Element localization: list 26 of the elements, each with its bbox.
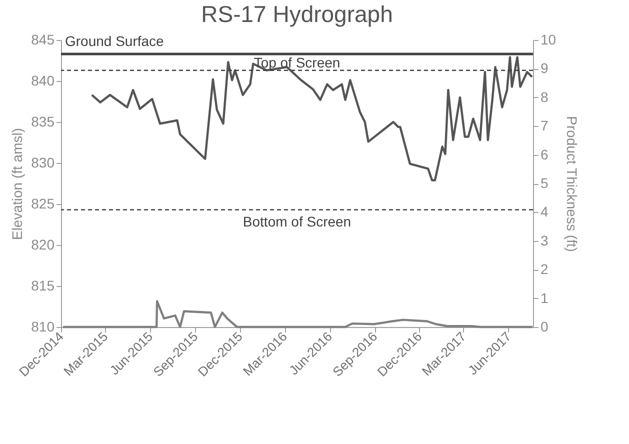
chart-title: RS-17 Hydrograph: [201, 1, 393, 27]
ref-line-label: Ground Surface: [65, 32, 164, 49]
y-tick-label: 820: [31, 236, 55, 252]
y-tick-label: 815: [31, 278, 55, 294]
y2-tick-label: 5: [540, 175, 548, 191]
y2-axis-title: Product Thickness (ft): [564, 116, 580, 252]
y2-tick-label: 3: [540, 232, 548, 248]
y2-tick-label: 2: [540, 261, 548, 278]
y2-tick-label: 6: [540, 146, 548, 162]
y-tick-label: 845: [31, 32, 55, 48]
y-tick-label: 810: [31, 318, 55, 334]
y-tick-label: 830: [31, 154, 55, 170]
y2-tick-label: 1: [540, 290, 548, 306]
y2-tick-label: 0: [540, 318, 548, 334]
y-axis-title: Elevation (ft amsl): [9, 128, 26, 240]
ref-line-label: Bottom of Screen: [242, 214, 352, 230]
y2-tick-label: 10: [540, 32, 556, 48]
y2-tick-label: 4: [540, 204, 548, 220]
line-series: [90, 56, 534, 182]
ref-line-label: Top of Screen: [254, 54, 340, 70]
y-tick-label: 835: [31, 114, 55, 130]
y-tick-label: 825: [31, 196, 55, 212]
y2-tick-label: 9: [540, 60, 548, 76]
y-tick-label: 840: [31, 72, 55, 88]
y2-tick-label: 8: [540, 88, 548, 105]
y2-tick-label: 7: [540, 118, 548, 134]
